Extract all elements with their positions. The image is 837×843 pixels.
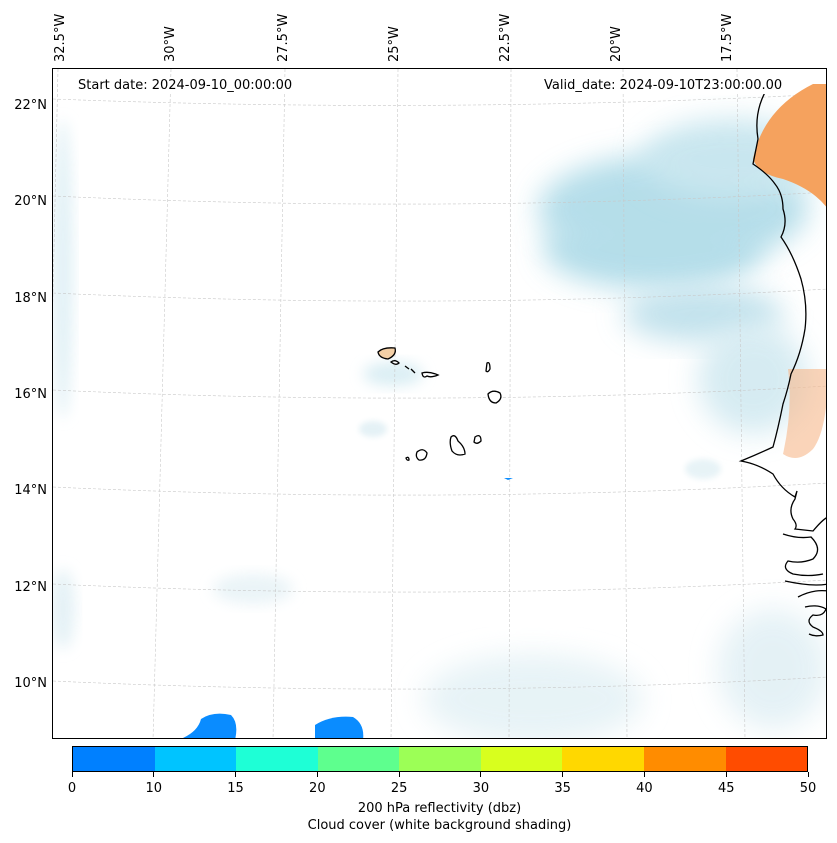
lat-label-16n: 16°N	[14, 387, 47, 402]
colorbar-tick	[71, 772, 73, 777]
lon-label-27-5w: 27.5°W	[276, 13, 291, 62]
map-panel	[52, 68, 827, 739]
gridlines	[53, 69, 826, 738]
cape-verde-islands	[377, 347, 502, 461]
lon-label-30w: 30°W	[163, 26, 178, 62]
colorbar-tick-label: 35	[554, 781, 571, 796]
colorbar-tick-label: 30	[472, 781, 490, 796]
colorbar-segment	[562, 747, 644, 771]
colorbar-label-reflectivity: 200 hPa reflectivity (dbz)	[357, 801, 522, 816]
colorbar-segment	[154, 747, 237, 771]
colorbar-tick-label: 40	[636, 781, 653, 796]
colorbar-tick	[725, 772, 727, 777]
lat-label-20n: 20°N	[14, 194, 47, 209]
colorbar-tick	[480, 772, 482, 777]
colorbar-segment	[725, 747, 808, 771]
lat-label-10n: 10°N	[14, 676, 47, 691]
colorbar-tick-label: 15	[227, 781, 244, 796]
colorbar-tick	[643, 772, 645, 777]
colorbar-tick	[398, 772, 400, 777]
lon-label-25w: 25°W	[387, 26, 402, 62]
colorbar-segment	[317, 747, 400, 771]
valid-date-label: Valid_date: 2024-09-10T23:00:00.00	[538, 77, 789, 94]
reflectivity-echoes	[183, 478, 513, 738]
lon-label-17-5w: 17.5°W	[720, 13, 735, 62]
colorbar-label-cloud-cover: Cloud cover (white background shading)	[307, 818, 572, 833]
colorbar-segment	[643, 747, 726, 771]
colorbar-tick	[153, 772, 155, 777]
colorbar-segment	[480, 747, 563, 771]
lat-label-14n: 14°N	[14, 483, 47, 498]
colorbar-tick-label: 25	[390, 781, 408, 796]
cloud-cover-shading	[53, 119, 826, 738]
colorbar-tick-label: 45	[717, 781, 735, 796]
map-canvas	[53, 69, 826, 738]
colorbar-tick-label: 50	[799, 781, 817, 796]
colorbar-segment	[73, 747, 155, 771]
lat-label-12n: 12°N	[14, 580, 47, 595]
lat-label-18n: 18°N	[14, 291, 47, 306]
colorbar-tick-label: 10	[145, 781, 163, 796]
coastline	[738, 83, 826, 637]
start-date-label: Start date: 2024-09-10_00:00:00	[72, 77, 299, 94]
colorbar-segment	[399, 747, 481, 771]
lon-label-22-5w: 22.5°W	[498, 13, 513, 62]
colorbar-tick	[562, 772, 564, 777]
colorbar-tick	[316, 772, 318, 777]
colorbar-tick-label: 0	[67, 781, 77, 796]
west-africa-land-shading	[753, 84, 826, 458]
colorbar-tick	[235, 772, 237, 777]
lon-label-20w: 20°W	[609, 26, 624, 62]
colorbar-tick	[807, 772, 809, 777]
colorbar	[72, 746, 808, 772]
colorbar-segment	[236, 747, 318, 771]
lat-label-22n: 22°N	[14, 98, 47, 113]
lon-label-32-5w: 32.5°W	[53, 13, 68, 62]
colorbar-tick-label: 20	[309, 781, 326, 796]
